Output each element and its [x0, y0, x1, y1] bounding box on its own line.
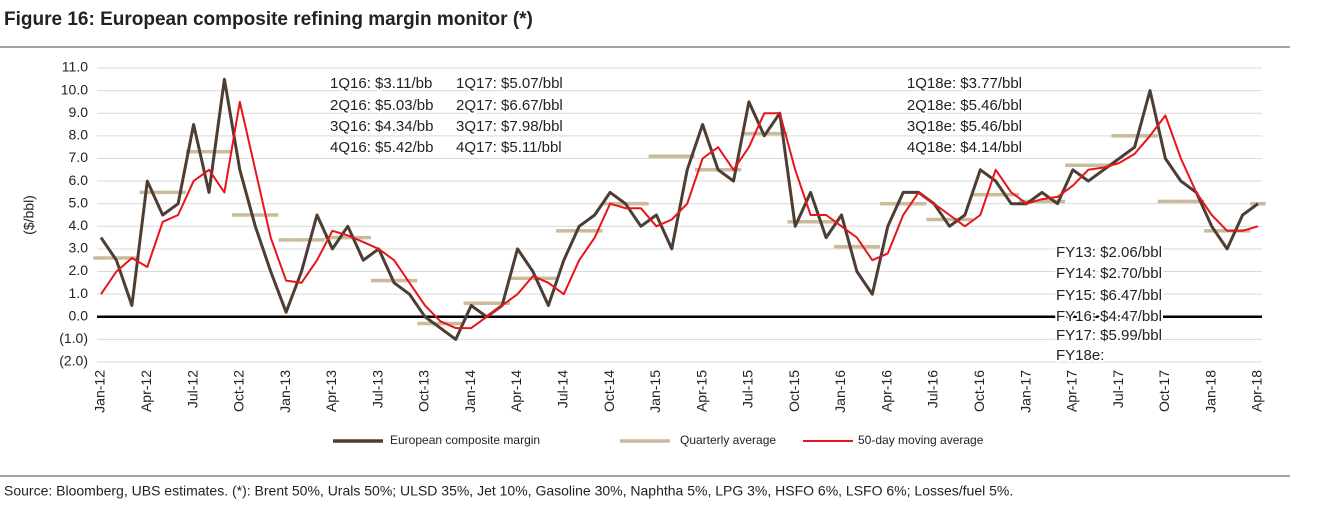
- y-tick-label: 10.0: [61, 81, 88, 97]
- annotation: FY16: $4.47/bbl: [1056, 308, 1162, 325]
- annotation: 4Q17: $5.11/bbl: [456, 139, 562, 156]
- x-tick-label: Jan-16: [832, 370, 848, 413]
- y-tick-label: (1.0): [59, 330, 88, 346]
- y-tick-label: 1.0: [69, 285, 89, 301]
- x-tick-label: Jan-18: [1202, 370, 1218, 413]
- annotation: 3Q16: $4.34/bb: [330, 118, 433, 135]
- annotation: FY18e:: [1056, 347, 1104, 364]
- annotation: FY14: $2.70/bbl: [1056, 265, 1162, 282]
- annotation: 4Q16: $5.42/bb: [330, 139, 433, 156]
- annotation: FY13: $2.06/bbl: [1056, 244, 1162, 261]
- x-tick-label: Jan-15: [647, 370, 663, 413]
- chart-title: Figure 16: European composite refining m…: [4, 9, 533, 30]
- annotation: 2Q18e: $5.46/bbl: [907, 97, 1022, 114]
- y-tick-label: 8.0: [69, 127, 89, 143]
- series-line: [99, 77, 1259, 341]
- x-tick-label: Apr-16: [878, 370, 894, 412]
- annotation: 4Q18e: $4.14/bbl: [907, 139, 1022, 156]
- annotation: FY17: $5.99/bbl: [1056, 327, 1162, 344]
- x-tick-label: Apr-12: [138, 370, 154, 412]
- x-tick-label: Oct-17: [1156, 370, 1172, 412]
- y-tick-label: 9.0: [69, 104, 89, 120]
- y-tick-label: 0.0: [69, 307, 89, 323]
- x-tick-label: Jul-17: [1110, 370, 1126, 408]
- x-tick-label: Jul-12: [184, 370, 200, 408]
- annotation: 2Q16: $5.03/bb: [330, 97, 433, 114]
- x-tick-label: Jan-12: [92, 370, 108, 413]
- x-tick-label: Jul-14: [555, 370, 571, 408]
- series-line: [100, 100, 1259, 330]
- x-tick-label: Apr-13: [323, 370, 339, 412]
- x-tick-label: Jan-13: [277, 370, 293, 413]
- annotation: 1Q18e: $3.77/bbl: [907, 75, 1022, 92]
- x-tick-label: Jul-16: [925, 370, 941, 408]
- x-tick-label: Apr-14: [508, 370, 524, 412]
- x-tick-label: Oct-16: [971, 370, 987, 412]
- y-tick-label: (2.0): [59, 353, 88, 369]
- y-tick-label: 4.0: [69, 217, 89, 233]
- legend-label: 50-day moving average: [858, 433, 984, 447]
- x-tick-label: Oct-14: [601, 370, 617, 412]
- x-tick-label: Jan-17: [1017, 370, 1033, 413]
- y-tick-label: 5.0: [69, 194, 89, 210]
- annotation: 3Q18e: $5.46/bbl: [907, 118, 1022, 135]
- x-tick-label: Apr-17: [1064, 370, 1080, 412]
- y-tick-label: 6.0: [69, 172, 89, 188]
- y-tick-label: 11.0: [62, 59, 88, 75]
- x-tick-label: Jul-15: [740, 370, 756, 408]
- legend-label: European composite margin: [390, 433, 540, 447]
- y-tick-label: 7.0: [69, 149, 89, 165]
- source-note: Source: Bloomberg, UBS estimates. (*): B…: [4, 483, 1013, 499]
- annotation: 1Q17: $5.07/bbl: [456, 75, 563, 92]
- x-tick-label: Apr-18: [1249, 370, 1265, 412]
- annotation: 3Q17: $7.98/bbl: [456, 118, 563, 135]
- x-tick-label: Apr-15: [693, 370, 709, 412]
- annotation: 1Q16: $3.11/bb: [330, 75, 432, 92]
- y-tick-label: 2.0: [69, 262, 89, 278]
- x-tick-label: Jul-13: [369, 370, 385, 408]
- x-tick-label: Oct-12: [231, 370, 247, 412]
- annotation: 2Q17: $6.67/bbl: [456, 97, 563, 114]
- x-tick-label: Oct-15: [786, 370, 802, 412]
- y-tick-label: 3.0: [69, 240, 89, 256]
- y-axis-label: ($/bbl): [21, 195, 37, 235]
- annotation: FY15: $6.47/bbl: [1056, 287, 1162, 304]
- legend-label: Quarterly average: [680, 433, 776, 447]
- x-tick-label: Jan-14: [462, 370, 478, 413]
- x-tick-label: Oct-13: [416, 370, 432, 412]
